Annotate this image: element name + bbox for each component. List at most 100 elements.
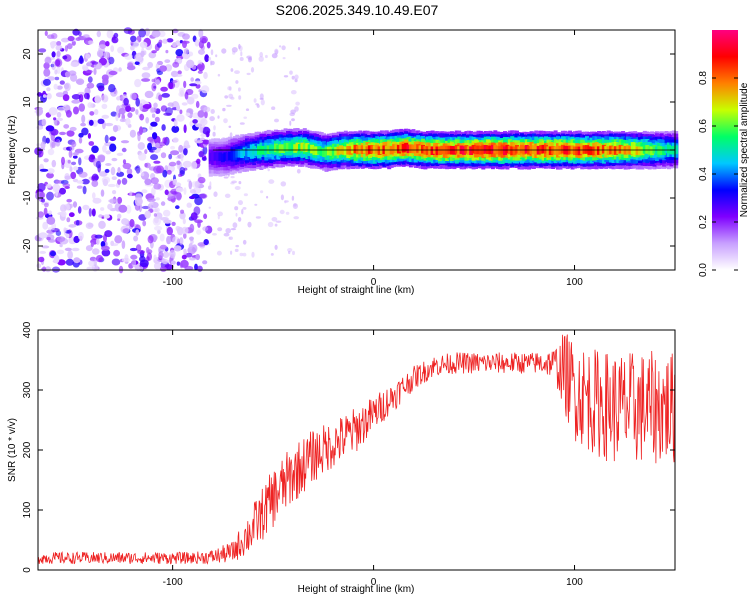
noise-speck xyxy=(213,125,216,131)
noise-speck xyxy=(281,45,286,51)
ridge-cell xyxy=(365,146,370,155)
noise-speck xyxy=(183,187,187,195)
noise-speck xyxy=(209,116,215,122)
noise-speck xyxy=(110,111,118,117)
noise-speck xyxy=(178,173,183,177)
noise-speck xyxy=(53,255,60,264)
noise-speck xyxy=(230,68,234,72)
noise-speck xyxy=(118,204,128,213)
noise-speck xyxy=(51,159,57,168)
heatmap-marks xyxy=(34,27,679,274)
noise-speck xyxy=(87,102,93,109)
noise-speck xyxy=(69,166,73,172)
noise-speck xyxy=(238,87,241,92)
noise-speck xyxy=(117,213,122,219)
noise-speck xyxy=(195,100,200,109)
noise-speck xyxy=(97,155,106,163)
noise-speck xyxy=(224,95,229,99)
noise-speck xyxy=(139,103,143,111)
noise-speck xyxy=(103,214,110,219)
noise-speck xyxy=(134,197,143,206)
noise-speck xyxy=(124,254,129,262)
noise-speck xyxy=(204,110,208,119)
ridge-cell xyxy=(618,144,623,154)
noise-speck xyxy=(117,196,123,204)
ridge-cell xyxy=(247,148,252,157)
noise-speck xyxy=(213,191,218,197)
noise-speck xyxy=(69,203,73,209)
noise-speck xyxy=(196,158,201,164)
noise-speck xyxy=(46,92,52,100)
noise-speck xyxy=(73,257,81,264)
noise-speck xyxy=(95,160,102,169)
noise-speck xyxy=(221,48,227,54)
noise-speck xyxy=(117,179,122,185)
ridge-cell xyxy=(392,144,397,153)
noise-speck xyxy=(171,221,176,226)
noise-speck xyxy=(177,70,182,75)
noise-speck xyxy=(55,92,65,98)
ridge-cell xyxy=(493,144,498,154)
noise-speck xyxy=(144,178,152,186)
ridge-cell xyxy=(556,146,560,155)
noise-speck xyxy=(166,169,172,175)
noise-speck xyxy=(129,219,135,228)
ridge-cell xyxy=(312,146,317,155)
noise-speck xyxy=(113,32,119,39)
ridge-cell xyxy=(575,146,580,156)
noise-speck xyxy=(230,176,235,179)
noise-speck xyxy=(41,245,50,249)
noise-speck xyxy=(141,189,148,194)
noise-speck xyxy=(126,168,133,175)
noise-speck xyxy=(119,118,127,123)
ridge-cell xyxy=(213,152,218,161)
noise-speck xyxy=(205,131,210,138)
noise-speck xyxy=(98,214,103,218)
ridge-cell xyxy=(650,146,655,156)
ridge-cell xyxy=(334,146,339,156)
noise-speck xyxy=(81,127,89,136)
ridge-cell xyxy=(642,145,647,154)
noise-speck xyxy=(64,175,72,180)
ridge-cell xyxy=(232,151,237,160)
noise-speck xyxy=(73,106,79,115)
noise-speck xyxy=(210,109,215,114)
noise-speck xyxy=(200,133,207,137)
noise-speck xyxy=(147,136,155,142)
noise-speck xyxy=(87,40,94,45)
noise-speck xyxy=(149,107,155,114)
noise-speck xyxy=(77,206,82,214)
ridge-cell xyxy=(249,147,254,157)
noise-speck xyxy=(54,69,58,75)
noise-speck xyxy=(186,202,192,208)
noise-speck xyxy=(88,208,92,217)
noise-speck xyxy=(139,126,143,135)
noise-speck xyxy=(97,85,105,92)
noise-speck xyxy=(151,82,157,92)
noise-speck xyxy=(290,90,297,95)
ridge-cell xyxy=(331,147,336,157)
noise-speck xyxy=(88,141,95,146)
noise-speck xyxy=(59,243,63,248)
noise-speck xyxy=(55,188,59,197)
noise-speck xyxy=(130,35,137,42)
noise-speck xyxy=(75,219,80,226)
noise-speck xyxy=(250,67,255,73)
noise-speck xyxy=(82,204,90,211)
noise-speck xyxy=(170,80,178,83)
noise-speck xyxy=(198,49,205,55)
heatmap-ytick-label: -20 xyxy=(22,238,33,253)
snr-ytick-label: 0 xyxy=(22,567,33,573)
ridge-cell xyxy=(406,144,411,154)
noise-speck xyxy=(199,193,208,199)
noise-speck xyxy=(266,195,269,199)
snr-xtick-label: 0 xyxy=(371,577,377,588)
ridge-cell xyxy=(327,146,331,156)
noise-speck xyxy=(291,75,295,80)
noise-speck xyxy=(85,245,93,252)
ridge-cell xyxy=(544,144,548,154)
ridge-cell xyxy=(358,144,363,154)
noise-speck xyxy=(175,205,180,210)
noise-speck xyxy=(183,148,188,156)
